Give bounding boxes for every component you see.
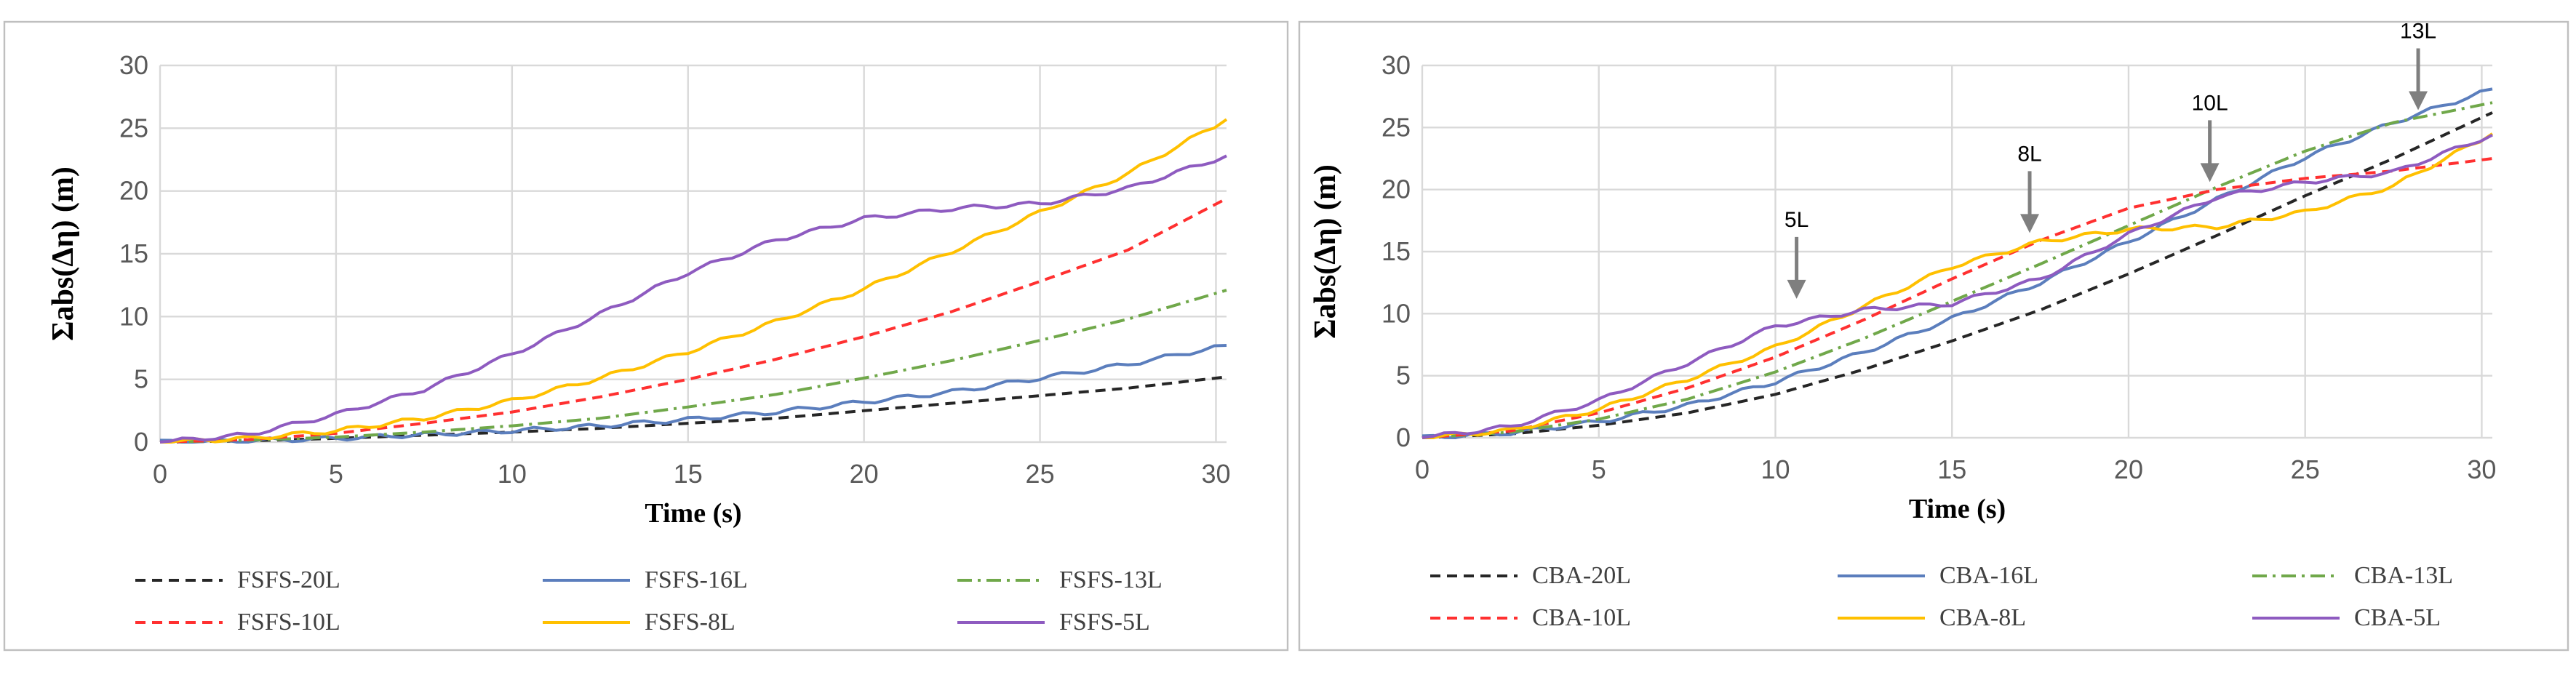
y-tick-label: 20 (1381, 175, 1411, 204)
y-tick-label: 25 (1381, 112, 1411, 142)
series-line-fsfs-8l (160, 118, 1228, 444)
annotation-label: 8L (2017, 142, 2041, 166)
annotation-arrow-head (2020, 214, 2040, 233)
x-tick-label: 30 (2467, 454, 2496, 484)
x-tick-label: 5 (1592, 454, 1606, 484)
series-line-cba-16l (1421, 87, 2493, 439)
annotation-label: 10L (2192, 91, 2228, 115)
gridlines (159, 64, 1227, 444)
x-tick-label: 0 (153, 459, 167, 489)
legend-label: FSFS-10L (237, 609, 340, 636)
x-tick-label: 15 (674, 459, 703, 489)
series-line-fsfs-5l (159, 154, 1227, 444)
legend-item: CBA-16L (1838, 562, 2038, 589)
y-tick-label: 25 (119, 113, 148, 143)
legend-label: CBA-8L (1939, 604, 2026, 631)
x-tick-label: 25 (2291, 454, 2320, 484)
series-line-fsfs-13l (159, 289, 1227, 444)
x-axis-title: Time (s) (1909, 494, 2006, 524)
x-tick-label: 5 (329, 459, 343, 489)
annotation-5l: 5L (1785, 208, 1809, 299)
series-line-cba-20l (1421, 111, 2493, 439)
legend-label: CBA-20L (1532, 562, 1631, 589)
x-tick-label: 15 (1937, 454, 1966, 484)
legend-item: CBA-8L (1838, 604, 2026, 631)
legend-item: FSFS-10L (135, 609, 340, 636)
chart-panel-cba: 0 5 10 15 20 25 30 0 5 10 15 20 25 30 Time (s) Σabs(Δη)… (1298, 19, 2569, 652)
x-tick-label: 10 (498, 459, 527, 489)
y-tick-label: 0 (1396, 422, 1411, 452)
x-axis-title: Time (s) (645, 498, 741, 529)
series-line-cba-13l (1421, 101, 2493, 439)
annotation-10l: 10L (2192, 91, 2228, 183)
y-tick-label: 0 (134, 427, 148, 457)
x-tick-label: 10 (1760, 454, 1790, 484)
legend-label: CBA-16L (1939, 562, 2038, 589)
chart-panel-fsfs: 0 5 10 15 20 25 30 0 5 10 15 20 25 30 Time (s) Σabs(Δη)… (3, 20, 1289, 652)
annotation-label: 5L (1785, 208, 1809, 232)
annotation-8l: 8L (2017, 142, 2042, 233)
legend-label: FSFS-20L (237, 566, 340, 593)
legend-item: FSFS-5L (957, 609, 1150, 636)
y-tick-label: 20 (119, 176, 148, 206)
panel-frame (1298, 20, 2569, 652)
legend-item: CBA-10L (1430, 604, 1631, 631)
gridlines (1421, 64, 2492, 439)
series-line-cba-10l (1421, 157, 2493, 439)
series-line-fsfs-10l (159, 197, 1227, 444)
legend-item: CBA-20L (1430, 562, 1631, 589)
x-tick-label: 30 (1201, 459, 1230, 489)
annotation-arrow-head (2409, 91, 2428, 111)
x-tick-label: 0 (1415, 454, 1429, 484)
x-tick-label: 25 (1026, 459, 1055, 489)
legend-item: FSFS-13L (957, 566, 1163, 593)
annotation-arrow-head (1787, 279, 1806, 299)
legend-item: CBA-13L (2252, 562, 2453, 589)
y-axis-title: Σabs(Δη) (m) (1309, 164, 1342, 339)
y-axis-title: Σabs(Δη) (m) (47, 167, 80, 341)
legend-label: CBA-5L (2354, 604, 2441, 631)
legend-item: CBA-5L (2252, 604, 2441, 631)
legend-label: FSFS-16L (645, 566, 748, 593)
legend-label: CBA-13L (2354, 562, 2453, 589)
legend-label: FSFS-8L (645, 609, 735, 636)
x-tick-label: 20 (850, 459, 879, 489)
y-tick-label: 10 (119, 301, 148, 331)
x-tick-label: 20 (2114, 454, 2143, 484)
y-tick-label: 10 (1381, 298, 1411, 328)
legend-item: FSFS-16L (543, 566, 748, 593)
legend-label: FSFS-13L (1059, 566, 1163, 593)
panel-frame (3, 20, 1289, 652)
legend-label: CBA-10L (1532, 604, 1631, 631)
legend-label: FSFS-5L (1059, 609, 1150, 636)
legend-item: FSFS-8L (543, 609, 735, 636)
series-line-cba-8l (1422, 132, 2494, 439)
annotation-label: 13L (2400, 19, 2436, 43)
y-tick-label: 5 (134, 364, 148, 394)
y-tick-label: 30 (1381, 50, 1411, 80)
annotation-arrow-head (2200, 163, 2220, 183)
series-line-cba-5l (1421, 133, 2493, 439)
y-tick-label: 5 (1396, 361, 1411, 390)
annotation-13l: 13L (2400, 19, 2436, 111)
legend-item: FSFS-20L (135, 566, 340, 593)
y-tick-label: 15 (1381, 236, 1411, 266)
y-tick-label: 30 (119, 50, 148, 80)
y-tick-label: 15 (119, 239, 148, 268)
